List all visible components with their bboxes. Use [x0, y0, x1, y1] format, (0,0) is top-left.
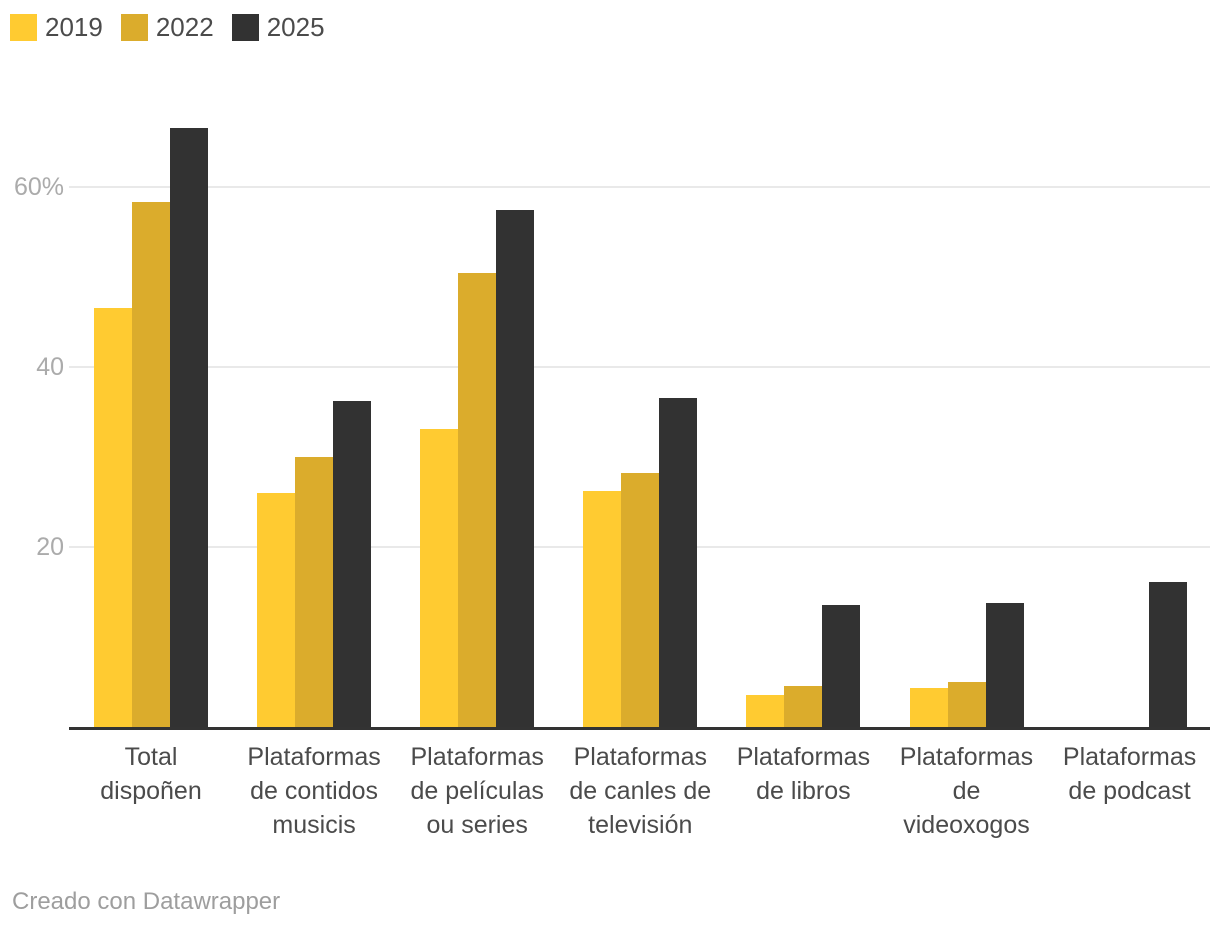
- bar-2022-category-1: [295, 457, 334, 727]
- category-label-line: musicis: [272, 811, 356, 839]
- bar-2025-category-3: [659, 397, 698, 727]
- bar-2019-category-2: [420, 429, 459, 727]
- footer: Creado con Datawrapper: [12, 888, 280, 916]
- bar-2019-category-4: [746, 694, 785, 727]
- x-axis-line: [69, 727, 1210, 730]
- category-label-0: Total dispoñen: [66, 740, 236, 808]
- bar-2025-category-4: [822, 604, 861, 727]
- category-label-line: televisión: [588, 811, 693, 839]
- bar-2022-category-3: [621, 473, 660, 727]
- bar-2025-category-6: [1148, 582, 1187, 727]
- y-tick-label-20: 20: [36, 533, 64, 561]
- category-label-line: de contidos: [250, 777, 379, 805]
- legend-item-2022: 2022: [120, 12, 214, 42]
- category-label-4: Plataformas de libros: [718, 740, 888, 808]
- y-tick-label-60: 60%: [13, 173, 64, 201]
- gridline-60: [69, 186, 1210, 188]
- bar-2022-category-2: [458, 273, 497, 727]
- category-label-line: Plataformas: [247, 743, 381, 771]
- category-label-line: Plataformas: [573, 743, 707, 771]
- category-label-line: Plataformas: [1062, 743, 1197, 771]
- bar-2019-category-0: [94, 307, 132, 727]
- bar-2025-category-0: [170, 127, 208, 727]
- category-label-3: Plataformas de canles de televisión: [555, 740, 725, 842]
- category-label-line: Plataformas: [410, 743, 544, 771]
- legend-swatch-icon: [231, 14, 259, 41]
- legend-item-2025: 2025: [231, 12, 325, 42]
- category-label-line: de podcast: [1068, 777, 1191, 805]
- category-label-line: de películas: [410, 777, 544, 805]
- legend-label: 2022: [155, 12, 214, 42]
- bar-2019-category-3: [583, 491, 622, 727]
- y-tick-label-40: 40: [36, 353, 64, 381]
- legend: 2019 2022 2025: [10, 14, 343, 41]
- legend-swatch-icon: [10, 14, 37, 41]
- legend-swatch-icon: [120, 14, 148, 41]
- datawrapper-credit-link[interactable]: Creado con Datawrapper: [12, 888, 281, 915]
- category-label-1: Plataformas de contidos musicis: [229, 740, 399, 842]
- bar-2025-category-1: [333, 401, 372, 727]
- legend-label: 2025: [266, 12, 325, 42]
- bar-2022-category-0: [132, 202, 170, 727]
- legend-label: 2019: [45, 12, 103, 42]
- bar-2025-category-2: [496, 209, 535, 727]
- bar-2025-category-5: [985, 602, 1024, 727]
- bar-2022-category-5: [947, 682, 986, 727]
- category-label-line: de libros: [756, 777, 851, 805]
- category-label-line: ou series: [426, 811, 528, 839]
- gridline-40: [69, 366, 1210, 368]
- bar-2022-category-4: [784, 685, 823, 727]
- bar-2019-category-5: [909, 688, 948, 727]
- category-label-line: Total: [124, 743, 178, 771]
- category-label-2: Plataformas de películas ou series: [392, 740, 562, 842]
- category-label-line: de canles de: [569, 777, 712, 805]
- category-label-line: dispoñen: [100, 777, 202, 805]
- bar-2019-category-1: [257, 493, 296, 727]
- category-label-5: Plataformas de videoxogos: [882, 740, 1052, 842]
- category-label-6: Plataformas de podcast: [1045, 740, 1215, 808]
- category-label-line: Plataformas: [899, 743, 1034, 771]
- category-label-line: Plataformas: [736, 743, 871, 771]
- category-label-line: de: [952, 777, 981, 805]
- category-label-line: videoxogos: [903, 811, 1030, 839]
- legend-item-2019: 2019: [10, 14, 103, 41]
